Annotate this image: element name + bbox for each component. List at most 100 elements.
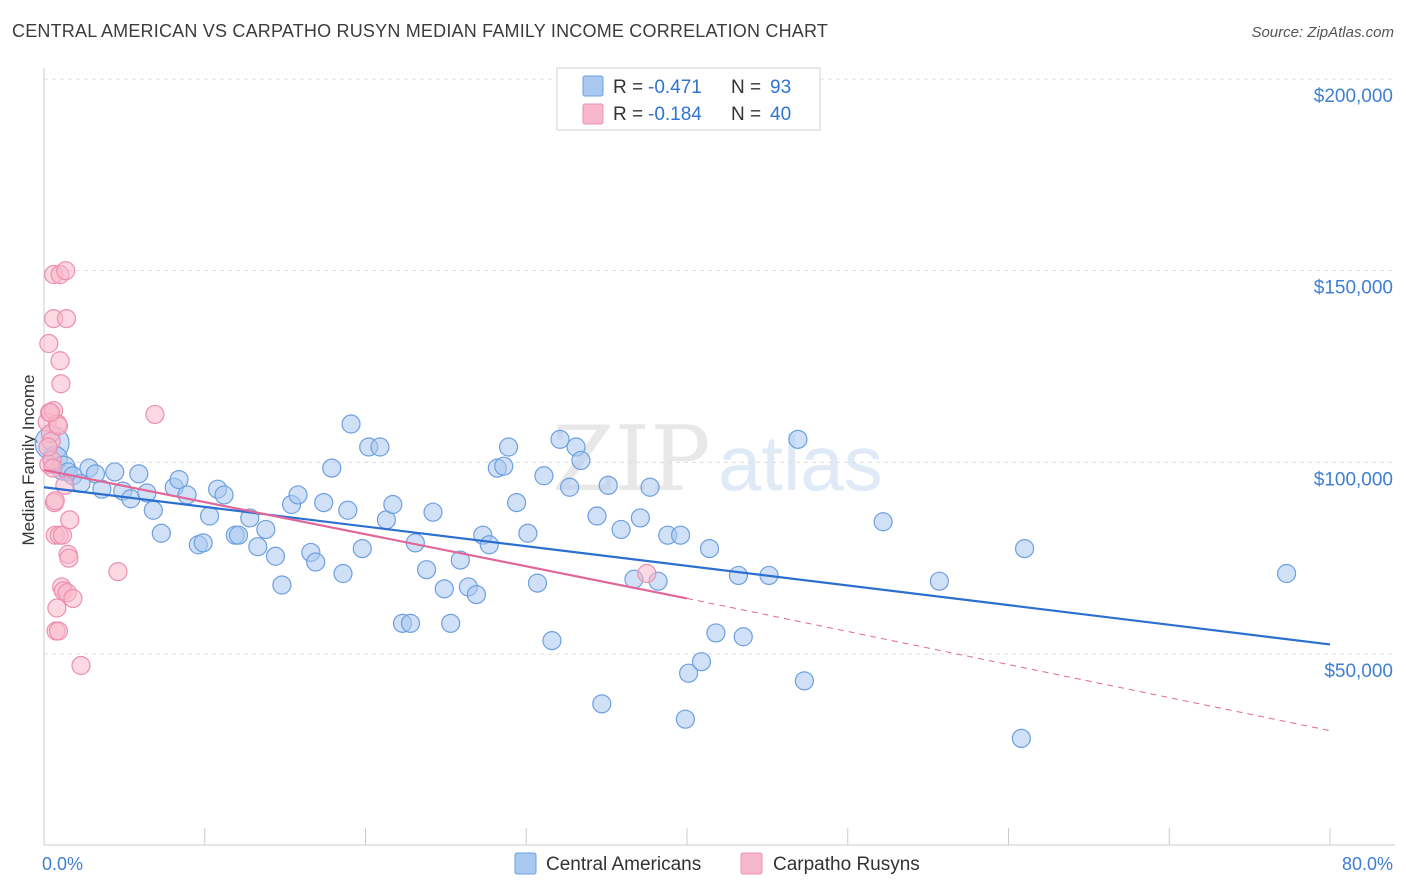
point-central-americans [518, 523, 538, 543]
trend-line-carpatho-rusyns-extension [686, 597, 1331, 732]
point-central-americans [788, 429, 808, 449]
point-central-americans [571, 450, 591, 471]
x-tick-label-max: 80.0% [1342, 854, 1393, 874]
point-central-americans [527, 573, 548, 593]
x-ticks [204, 828, 1331, 845]
legend-bottom-swatch-blue [514, 852, 537, 875]
point-central-americans [322, 458, 342, 478]
point-central-americans [479, 535, 499, 555]
y-tick-labels: $50,000 $100,000 $150,000 $200,000 [1314, 86, 1393, 682]
point-carpatho-rusyns [47, 598, 67, 618]
point-carpatho-rusyns [108, 561, 128, 582]
point-central-americans [338, 500, 358, 520]
point-central-americans [1014, 538, 1035, 559]
legend-bottom: Central Americans Carpatho Rusyns [514, 852, 920, 875]
point-central-americans [352, 538, 372, 559]
point-central-americans [383, 494, 403, 515]
legend-r-value-1: -0.471 [648, 77, 702, 98]
point-central-americans [507, 492, 527, 513]
point-central-americans [598, 475, 618, 495]
point-central-americans [450, 550, 470, 570]
point-carpatho-rusyns [71, 655, 91, 676]
y-tick-label: $50,000 [1324, 661, 1393, 682]
point-carpatho-rusyns [60, 510, 80, 530]
point-central-americans [494, 456, 514, 476]
point-central-americans [699, 538, 720, 559]
point-carpatho-rusyns [56, 261, 76, 281]
point-central-americans [143, 500, 163, 520]
point-central-americans [129, 464, 149, 484]
point-central-americans [288, 485, 308, 505]
point-carpatho-rusyns [39, 333, 59, 354]
point-carpatho-rusyns [63, 588, 83, 609]
legend-n-value-1: 93 [770, 77, 791, 98]
point-central-americans [534, 466, 554, 486]
point-central-americans [550, 429, 570, 449]
point-central-americans [256, 519, 276, 540]
point-central-americans [640, 477, 660, 497]
point-carpatho-rusyns [43, 458, 63, 478]
point-central-americans [611, 519, 631, 540]
point-carpatho-rusyns [52, 525, 73, 545]
point-central-americans [873, 512, 893, 532]
point-central-americans [794, 671, 814, 691]
legend-r-label-1: R = [613, 77, 643, 98]
y-tick-label: $150,000 [1314, 278, 1393, 299]
point-central-americans [423, 502, 443, 522]
point-central-americans [370, 437, 390, 457]
point-central-americans [466, 584, 487, 605]
trend-line-carpatho-rusyns [43, 468, 688, 600]
point-central-americans [728, 565, 749, 586]
point-central-americans [675, 709, 695, 729]
point-central-americans [434, 579, 454, 599]
gridlines [44, 78, 1395, 655]
point-central-americans [929, 571, 949, 591]
legend-bottom-label-central-americans: Central Americans [546, 854, 701, 875]
point-central-americans [265, 546, 286, 566]
source-label: Source: ZipAtlas.com [1251, 24, 1394, 41]
point-central-americans [151, 523, 171, 543]
point-central-americans [193, 533, 213, 553]
point-central-americans [105, 462, 125, 482]
point-central-americans [592, 694, 612, 714]
x-tick-label-min: 0.0% [42, 854, 83, 874]
series-carpatho-rusyns [37, 261, 657, 676]
point-carpatho-rusyns [38, 437, 58, 457]
point-central-americans [333, 563, 353, 584]
point-central-americans [341, 414, 361, 434]
legend-bottom-swatch-pink [740, 852, 763, 875]
point-carpatho-rusyns [145, 404, 165, 425]
point-carpatho-rusyns [59, 548, 79, 568]
x-tick-labels: 0.0% 80.0% [42, 854, 1393, 874]
legend-bottom-label-carpatho-rusyns: Carpatho Rusyns [773, 854, 920, 875]
point-central-americans [214, 485, 234, 505]
point-central-americans [630, 508, 650, 528]
point-carpatho-rusyns [50, 351, 70, 371]
point-central-americans [1276, 563, 1297, 584]
point-central-americans [314, 492, 334, 513]
legend-r-label-2: R = [613, 104, 643, 125]
point-carpatho-rusyns [51, 374, 71, 394]
watermark: ZIP atlas [552, 407, 883, 512]
point-central-americans [498, 437, 519, 457]
legend-n-value-2: 40 [770, 104, 791, 125]
y-tick-label: $100,000 [1314, 469, 1393, 490]
point-carpatho-rusyns [48, 621, 69, 641]
point-central-americans [199, 506, 220, 526]
point-central-americans [306, 552, 326, 572]
y-axis-label: Median Family Income [19, 374, 38, 545]
point-central-americans [416, 560, 437, 580]
legend-top: R = -0.471 N = 93 R = -0.184 N = 40 [556, 67, 821, 131]
legend-swatch-blue [582, 75, 604, 97]
legend-r-value-2: -0.184 [648, 104, 702, 125]
point-central-americans [400, 613, 421, 633]
point-carpatho-rusyns [40, 402, 61, 423]
trend-lines [43, 468, 1331, 732]
point-central-americans [679, 663, 699, 683]
point-central-americans [169, 469, 189, 490]
y-tick-label: $200,000 [1314, 86, 1393, 107]
point-central-americans [733, 627, 753, 647]
legend-n-label-2: N = [731, 104, 761, 125]
point-carpatho-rusyns [637, 563, 657, 584]
